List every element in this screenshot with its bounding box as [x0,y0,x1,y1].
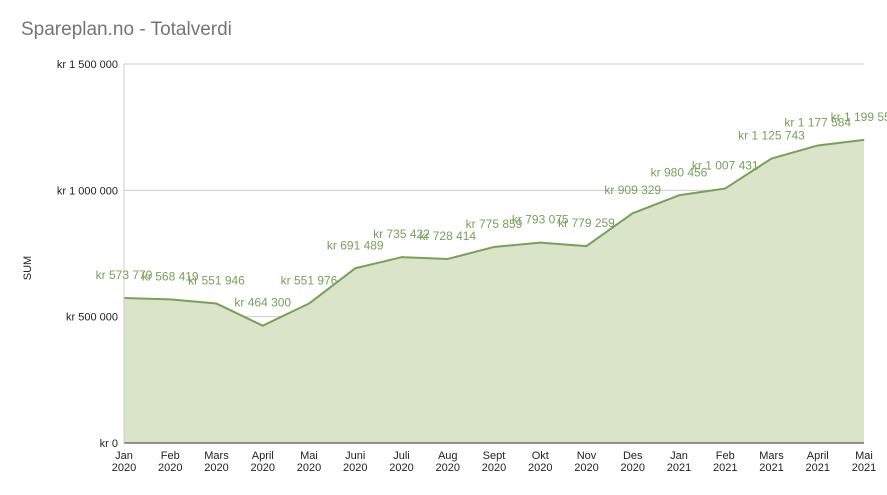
data-label: kr 1 177 584 [784,115,851,129]
data-point [354,267,356,269]
x-tick-label: Juni 2020 [343,450,367,474]
data-label: kr 568 419 [142,269,199,283]
data-point [169,298,171,300]
data-label: kr 551 976 [281,274,338,288]
x-tick-label: Feb 2020 [158,450,182,474]
chart-title: Spareplan.no - Totalverdi [21,19,232,40]
area-series [123,138,865,443]
data-label: kr 1 007 431 [692,158,759,172]
y-axis-label: SUM [22,256,34,280]
data-label: kr 573 770 [96,268,153,282]
x-tick-label: Okt 2020 [528,450,552,474]
data-point [262,325,264,327]
x-tick-label: Mars 2021 [759,450,784,474]
x-tick-label: Juli 2020 [389,450,413,474]
data-label: kr 691 489 [327,238,384,252]
x-tick-label: Feb 2021 [713,450,737,474]
x-tick-label: Jan 2020 [112,450,136,474]
data-point [724,187,726,189]
x-tick-label: Nov 2020 [574,450,598,474]
data-label: kr 728 414 [419,229,476,243]
x-tick-label: Mars 2020 [204,450,229,474]
data-label: kr 980 456 [651,165,708,179]
data-point [586,245,587,247]
x-tick-label: Jan 2021 [667,450,691,474]
data-point [216,303,217,305]
data-label: kr 735 422 [373,227,430,241]
data-point [308,303,310,305]
data-point [447,258,449,260]
data-label: kr 1 199 550 [831,110,887,124]
axes: kr 0 kr 500 000 kr 1 000 000 kr 1 500 000 Ja… [57,59,876,474]
data-label: kr 464 300 [234,296,291,310]
y-tick-label: kr 500 000 [66,312,118,324]
data-point [401,256,402,258]
area-fill [124,139,864,443]
data-label: kr 779 259 [558,216,615,230]
data-point [863,139,865,141]
data-label: kr 1 125 743 [738,129,805,143]
data-point [493,246,495,248]
data-point [678,194,680,196]
x-tick-label: Sept 2020 [482,450,506,474]
y-tick-label: kr 1 000 000 [57,185,118,197]
y-tick-label: kr 1 500 000 [57,59,118,71]
data-point [817,144,819,146]
data-label: kr 909 329 [604,183,661,197]
data-label: kr 793 075 [512,213,569,227]
data-label: kr 551 946 [188,274,245,288]
x-tick-label: Mai 2021 [852,450,876,474]
x-tick-label: Aug 2020 [436,450,460,474]
data-point [771,158,772,160]
x-tick-label: Mai 2020 [297,450,321,474]
data-label: kr 775 859 [466,217,523,231]
x-tick-label: Des 2020 [621,450,645,474]
x-tick-label: April 2020 [251,450,275,474]
y-tick-label: kr 0 [100,438,118,450]
x-tick-label: April 2021 [806,450,830,474]
data-point [632,212,634,214]
data-point [539,242,541,244]
